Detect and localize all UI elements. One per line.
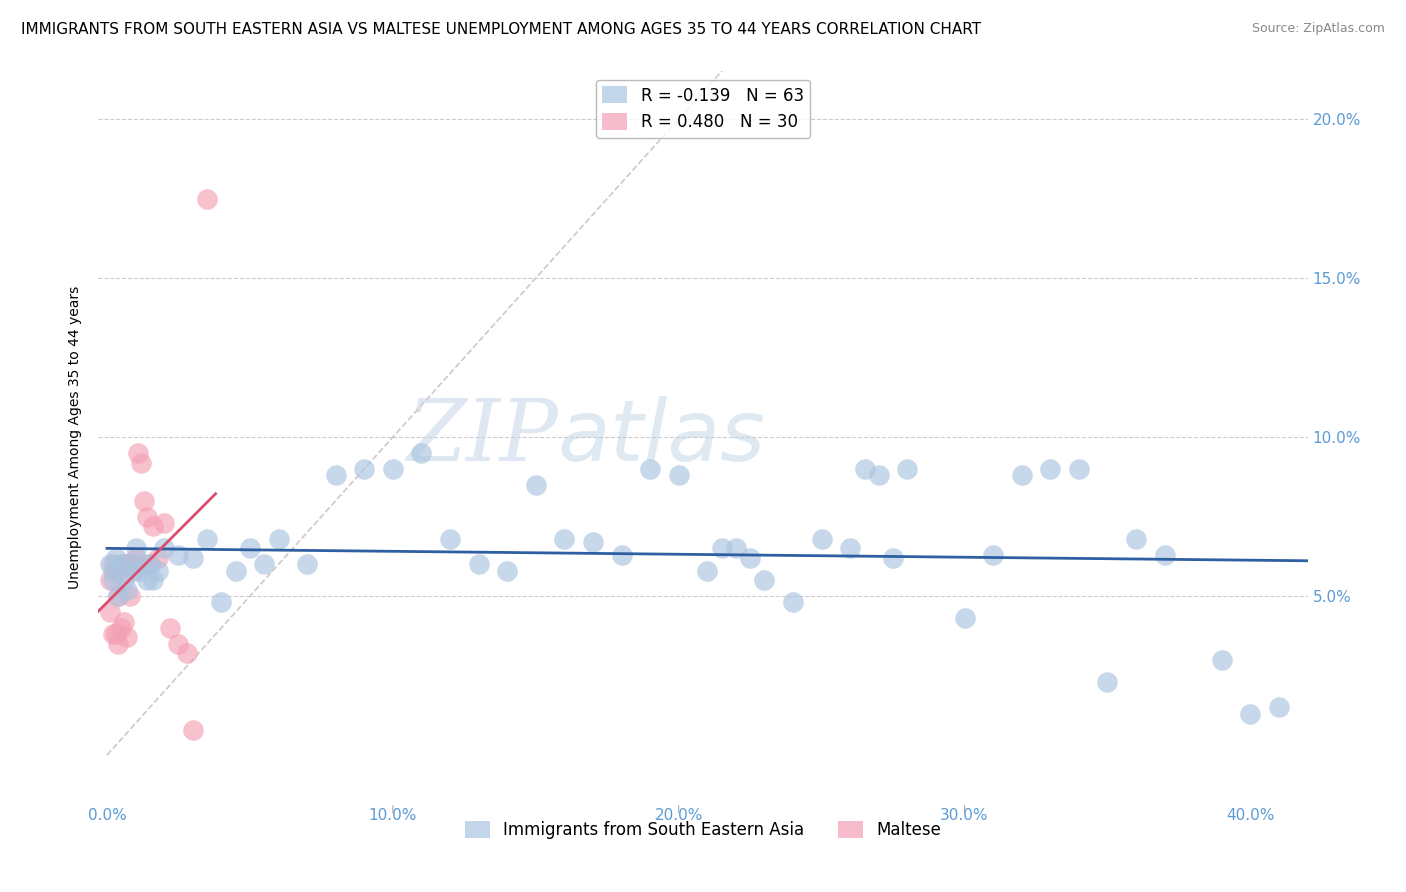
Point [115, 631, 138, 645]
Point [1125, 532, 1147, 546]
Point [101, 558, 124, 572]
Point [121, 558, 143, 572]
Point [112, 615, 135, 629]
Point [740, 550, 762, 565]
Point [782, 595, 804, 609]
Point [104, 627, 127, 641]
Point [325, 468, 347, 483]
Point [553, 532, 575, 546]
Point [953, 611, 976, 625]
Point [668, 468, 690, 483]
Point [810, 532, 832, 546]
Point [98, 573, 121, 587]
Point [104, 564, 127, 578]
Point [101, 573, 124, 587]
Point [142, 519, 165, 533]
Point [139, 558, 162, 572]
Point [107, 589, 129, 603]
Text: Source: ZipAtlas.com: Source: ZipAtlas.com [1251, 22, 1385, 36]
Point [112, 573, 135, 587]
Legend: Immigrants from South Eastern Asia, Maltese: Immigrants from South Eastern Asia, Malt… [458, 814, 948, 846]
Point [209, 595, 232, 609]
Point [124, 550, 146, 565]
Point [134, 493, 156, 508]
Point [159, 621, 181, 635]
Point [1097, 675, 1119, 690]
Point [118, 589, 141, 603]
Point [112, 558, 135, 572]
Point [1153, 548, 1175, 562]
Point [981, 548, 1004, 562]
Point [115, 558, 138, 572]
Point [853, 462, 876, 476]
Point [121, 564, 143, 578]
Point [1011, 468, 1033, 483]
Point [496, 564, 519, 578]
Point [136, 573, 159, 587]
Point [582, 535, 605, 549]
Point [353, 462, 375, 476]
Point [181, 723, 204, 737]
Point [610, 548, 633, 562]
Point [724, 541, 747, 556]
Point [167, 548, 190, 562]
Point [98, 605, 121, 619]
Point [882, 550, 904, 565]
Point [153, 516, 176, 530]
Point [110, 564, 132, 578]
Point [167, 637, 190, 651]
Point [107, 637, 129, 651]
Point [107, 589, 129, 603]
Point [1239, 706, 1261, 721]
Point [104, 550, 127, 565]
Point [225, 564, 247, 578]
Point [195, 192, 218, 206]
Point [181, 550, 204, 565]
Point [1268, 700, 1291, 714]
Point [253, 558, 276, 572]
Point [524, 477, 547, 491]
Point [439, 532, 461, 546]
Text: atlas: atlas [558, 395, 766, 479]
Point [142, 573, 165, 587]
Point [139, 558, 162, 572]
Point [381, 462, 404, 476]
Point [1067, 462, 1090, 476]
Point [101, 627, 124, 641]
Point [696, 564, 718, 578]
Point [148, 564, 170, 578]
Point [411, 446, 433, 460]
Point [110, 621, 132, 635]
Point [1039, 462, 1062, 476]
Point [195, 532, 218, 546]
Point [896, 462, 918, 476]
Point [839, 541, 862, 556]
Point [153, 541, 176, 556]
Point [118, 558, 141, 572]
Point [754, 573, 776, 587]
Text: IMMIGRANTS FROM SOUTH EASTERN ASIA VS MALTESE UNEMPLOYMENT AMONG AGES 35 TO 44 Y: IMMIGRANTS FROM SOUTH EASTERN ASIA VS MA… [21, 22, 981, 37]
Point [148, 550, 170, 565]
Point [136, 509, 159, 524]
Point [710, 541, 733, 556]
Point [638, 462, 661, 476]
Point [127, 564, 149, 578]
Point [110, 558, 132, 572]
Point [134, 558, 156, 572]
Point [239, 541, 262, 556]
Point [1211, 653, 1233, 667]
Point [115, 582, 138, 597]
Point [124, 541, 146, 556]
Point [127, 446, 149, 460]
Point [267, 532, 290, 546]
Text: ZIP: ZIP [406, 396, 558, 478]
Point [176, 646, 198, 660]
Point [98, 558, 121, 572]
Y-axis label: Unemployment Among Ages 35 to 44 years: Unemployment Among Ages 35 to 44 years [69, 285, 83, 589]
Point [101, 564, 124, 578]
Point [868, 468, 890, 483]
Point [129, 456, 152, 470]
Point [295, 558, 318, 572]
Point [467, 558, 489, 572]
